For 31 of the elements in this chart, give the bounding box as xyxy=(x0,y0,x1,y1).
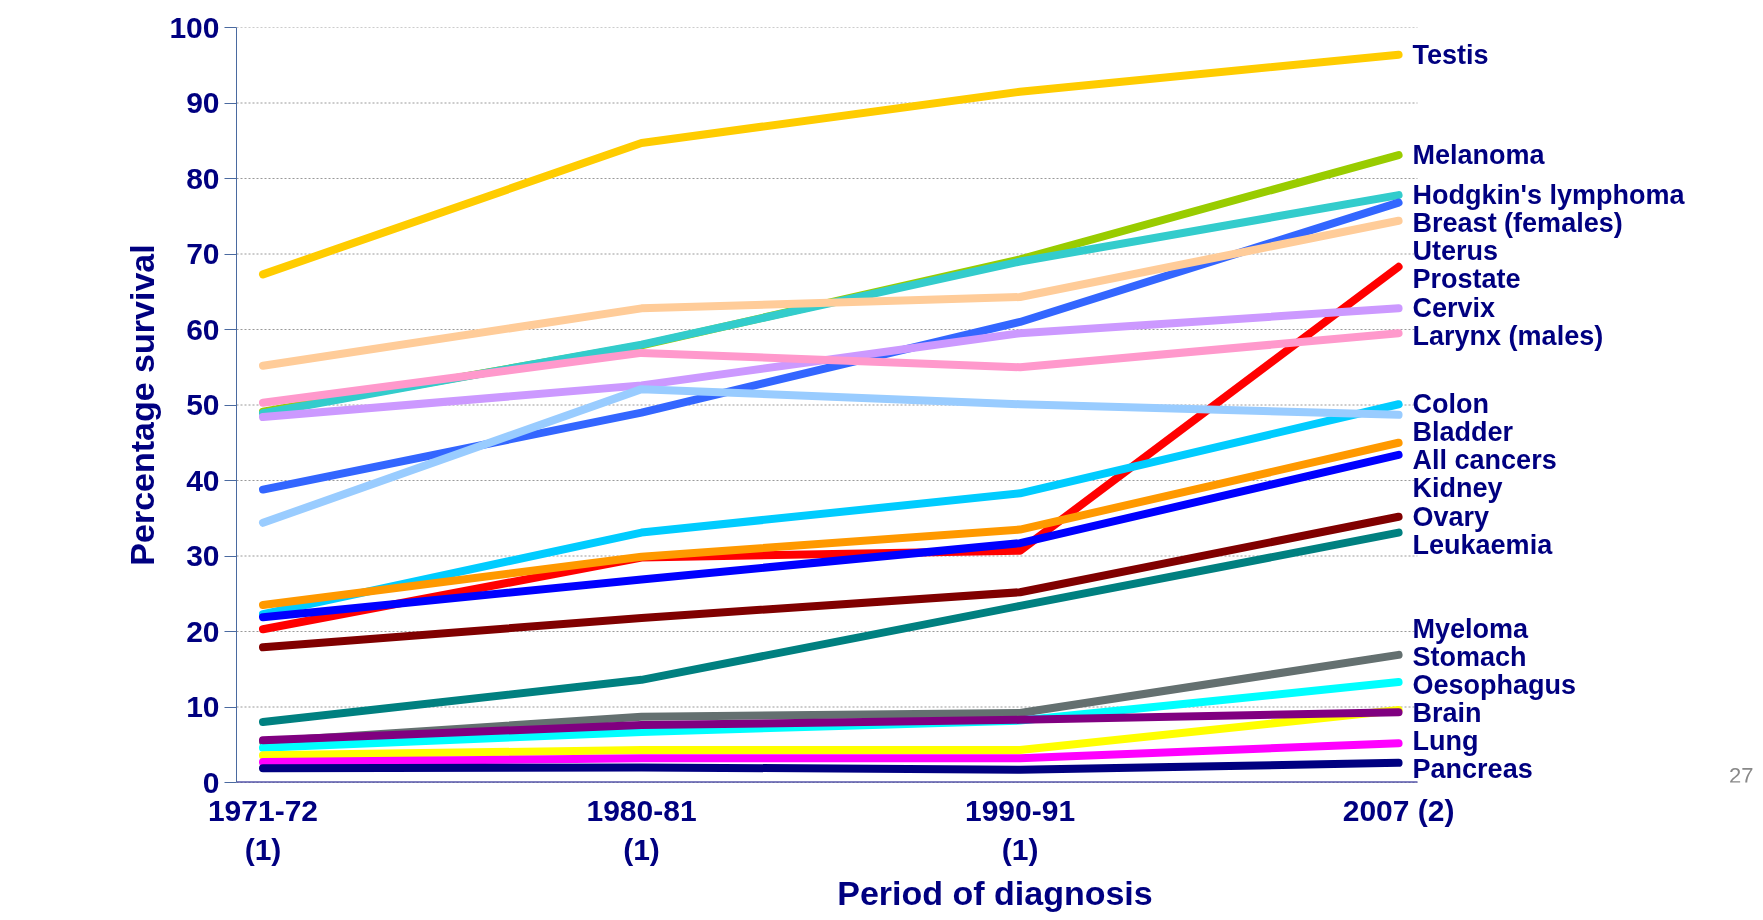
x-tick-label: 1980-81 (1) xyxy=(586,793,697,867)
series-label: Myeloma xyxy=(1412,614,1530,645)
series-label: Bladder xyxy=(1412,417,1514,448)
series-label: Prostate xyxy=(1412,263,1521,294)
y-tick-label: 10 xyxy=(186,690,220,723)
series-label: Cervix xyxy=(1412,293,1496,324)
y-tick-label: 60 xyxy=(186,312,220,346)
x-tick-label: 2007 (2) xyxy=(1342,793,1455,827)
series-label: Hodgkin's lymphoma xyxy=(1412,180,1686,211)
y-tick-label: 30 xyxy=(186,539,220,572)
series-label: Larynx (males) xyxy=(1412,321,1604,352)
x-tick-label: 1990-91 (1) xyxy=(965,793,1076,867)
y-axis-title: Percentage survival xyxy=(123,244,162,566)
series-label: Melanoma xyxy=(1412,140,1546,171)
series-label: Ovary xyxy=(1412,501,1490,532)
series-label: Kidney xyxy=(1412,473,1503,504)
y-tick-label: 80 xyxy=(186,161,220,195)
y-tick-label: 50 xyxy=(186,388,220,421)
y-tick-label: 90 xyxy=(186,86,220,119)
y-tick-label: 20 xyxy=(186,614,220,648)
series-label: Colon xyxy=(1412,389,1490,420)
x-axis-title: Period of diagnosis xyxy=(837,874,1153,913)
y-tick-label: 40 xyxy=(186,463,220,497)
y-tick-label: 100 xyxy=(169,10,220,44)
series-label: Brain xyxy=(1412,698,1482,729)
series-label: Oesophagus xyxy=(1412,670,1577,701)
y-tick-label: 70 xyxy=(186,237,220,270)
series-label: All cancers xyxy=(1412,445,1557,476)
series-label: Uterus xyxy=(1412,235,1499,266)
text: 27 xyxy=(1729,762,1754,788)
series-label: Testis xyxy=(1412,39,1489,70)
